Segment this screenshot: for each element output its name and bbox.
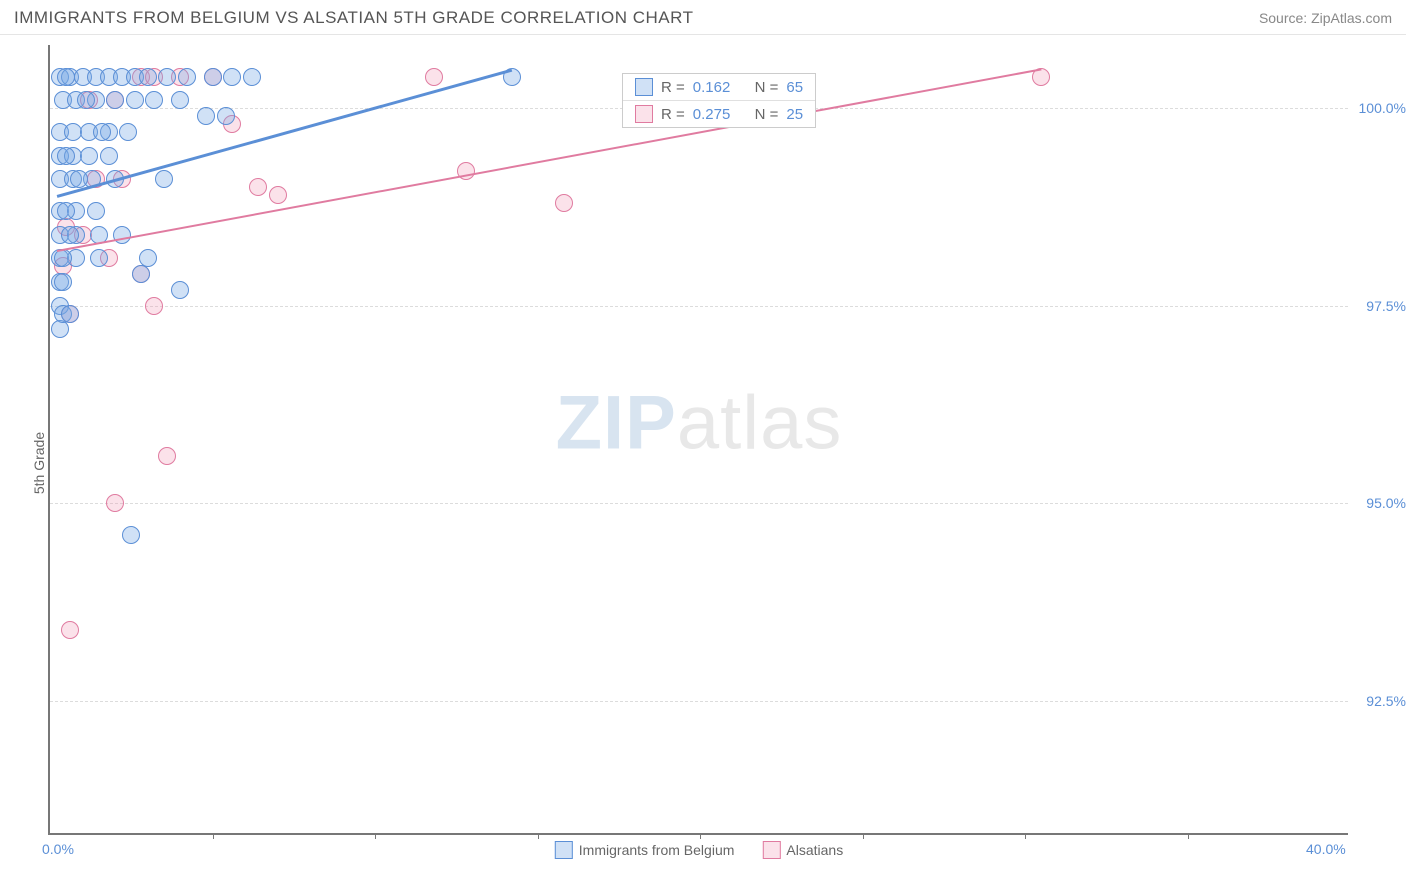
x-tick-mark [538,833,539,839]
r-value: 0.162 [693,79,731,96]
scatter-point-belgium [132,265,150,283]
scatter-point-belgium [61,226,79,244]
legend-label: Immigrants from Belgium [579,842,735,858]
scatter-point-alsatian [145,297,163,315]
swatch-belgium [555,841,573,859]
scatter-point-belgium [77,91,95,109]
scatter-point-belgium [57,147,75,165]
gridline-h [50,503,1348,504]
swatch-alsatian [635,105,653,123]
scatter-point-belgium [61,305,79,323]
scatter-point-belgium [126,91,144,109]
scatter-point-alsatian [158,447,176,465]
x-tick-label: 0.0% [42,841,74,857]
legend-item-alsatian: Alsatians [762,841,843,859]
scatter-point-belgium [155,170,173,188]
n-value: 25 [786,106,803,123]
scatter-point-belgium [158,68,176,86]
watermark: ZIPatlas [556,380,843,467]
n-label: N = [755,79,779,96]
n-value: 65 [786,79,803,96]
legend-stats: R = 0.162 N = 65 R = 0.275 N = 25 [622,73,816,128]
gridline-h [50,306,1348,307]
bottom-legend: Immigrants from Belgium Alsatians [555,841,843,859]
legend-stats-row: R = 0.162 N = 65 [623,74,815,101]
n-label: N = [755,106,779,123]
x-tick-mark [1188,833,1189,839]
r-label: R = [661,106,685,123]
scatter-point-belgium [51,320,69,338]
r-value: 0.275 [693,106,731,123]
scatter-point-belgium [122,526,140,544]
y-tick-label: 92.5% [1354,693,1406,709]
legend-stats-row: R = 0.275 N = 25 [623,101,815,127]
y-tick-label: 97.5% [1354,298,1406,314]
scatter-point-alsatian [425,68,443,86]
scatter-point-belgium [100,147,118,165]
gridline-h [50,701,1348,702]
scatter-point-belgium [171,91,189,109]
x-tick-mark [863,833,864,839]
scatter-point-belgium [57,68,75,86]
y-tick-label: 100.0% [1354,100,1406,116]
x-tick-mark [213,833,214,839]
y-tick-label: 95.0% [1354,495,1406,511]
scatter-point-alsatian [106,494,124,512]
scatter-point-belgium [145,91,163,109]
scatter-point-belgium [204,68,222,86]
scatter-point-belgium [70,170,88,188]
scatter-point-alsatian [61,621,79,639]
scatter-point-belgium [57,202,75,220]
x-tick-mark [375,833,376,839]
scatter-point-belgium [171,281,189,299]
scatter-point-alsatian [555,194,573,212]
scatter-point-belgium [217,107,235,125]
scatter-point-belgium [90,249,108,267]
scatter-point-belgium [243,68,261,86]
scatter-point-alsatian [249,178,267,196]
swatch-belgium [635,78,653,96]
legend-item-belgium: Immigrants from Belgium [555,841,735,859]
y-axis-label: 5th Grade [31,431,47,493]
swatch-alsatian [762,841,780,859]
scatter-point-belgium [87,202,105,220]
r-label: R = [661,79,685,96]
x-tick-label: 40.0% [1306,841,1346,857]
scatter-point-belgium [80,147,98,165]
chart-area: 5th Grade ZIPatlas 92.5%95.0%97.5%100.0%… [0,35,1406,890]
scatter-point-belgium [54,273,72,291]
scatter-point-alsatian [269,186,287,204]
x-tick-mark [1025,833,1026,839]
legend-label: Alsatians [786,842,843,858]
scatter-point-belgium [223,68,241,86]
scatter-point-belgium [93,123,111,141]
source-label: Source: ZipAtlas.com [1259,10,1392,26]
scatter-point-belgium [119,123,137,141]
scatter-point-belgium [197,107,215,125]
x-tick-mark [700,833,701,839]
scatter-point-belgium [106,91,124,109]
scatter-point-belgium [139,68,157,86]
scatter-point-belgium [178,68,196,86]
trend-line-alsatian [56,69,1041,253]
chart-title: IMMIGRANTS FROM BELGIUM VS ALSATIAN 5TH … [14,8,693,28]
plot-area: ZIPatlas 92.5%95.0%97.5%100.0%0.0%40.0%R… [48,45,1348,835]
